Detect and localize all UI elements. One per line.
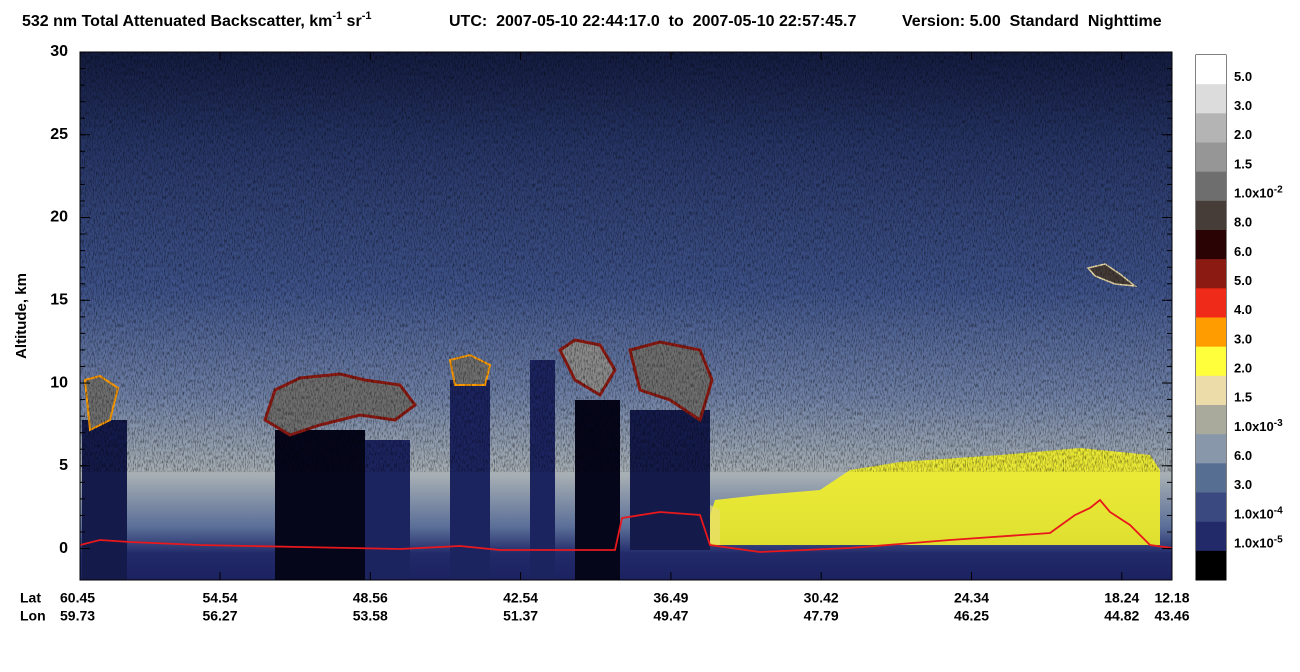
x-tick-label: 12.18 (1154, 590, 1189, 606)
colorbar-label: 1.5 (1234, 157, 1252, 172)
colorbar-mantissa: 8.0 (1234, 215, 1252, 230)
colorbar-swatch (1196, 230, 1226, 260)
colorbar-swatch (1196, 84, 1226, 114)
time-range: UTC: 2007-05-10 22:44:17.0 to 2007-05-10… (449, 13, 856, 30)
y-tick-label: 0 (59, 540, 68, 557)
x-tick-label: 43.46 (1154, 608, 1189, 624)
colorbar-label: 3.0 (1234, 332, 1252, 347)
x-row-name: Lat (20, 590, 41, 606)
colorbar-label: 1.5 (1234, 390, 1252, 405)
title-superscript: -1 (332, 10, 342, 22)
colorbar-mantissa: 2.0 (1234, 128, 1252, 143)
colorbar-exponent: -3 (1274, 417, 1283, 428)
colorbar-swatch (1196, 259, 1226, 289)
colorbar-swatch (1196, 375, 1226, 406)
speckle (80, 52, 1172, 472)
x-tick-label: 36.49 (653, 590, 688, 606)
title-text: 532 nm Total Attenuated Backscatter, km (22, 13, 332, 30)
x-tick-label: 47.79 (804, 608, 839, 624)
colorbar-swatch (1196, 142, 1226, 172)
y-tick-label: 20 (50, 209, 68, 226)
colorbar-label: 2.0 (1234, 128, 1252, 143)
colorbar-mantissa: 5.0 (1234, 69, 1252, 84)
colorbar-label: 1.0x10-4 (1234, 505, 1283, 522)
x-tick-label: 42.54 (503, 590, 538, 606)
colorbar-label: 6.0 (1234, 448, 1252, 463)
x-tick-label: 48.56 (353, 590, 388, 606)
colorbar-swatch (1196, 405, 1226, 435)
colorbar-mantissa: 1.5 (1234, 390, 1252, 405)
x-tick-label: 24.34 (954, 590, 989, 606)
y-tick-label: 25 (50, 126, 68, 143)
y-tick-label: 15 (50, 291, 68, 308)
colorbar-swatch (1196, 434, 1226, 464)
x-tick-label: 51.37 (503, 608, 538, 624)
colorbar-swatch (1196, 521, 1226, 552)
chart-title: 532 nm Total Attenuated Backscatter, km-… (22, 10, 371, 30)
colorbar-label: 3.0 (1234, 98, 1252, 113)
colorbar-mantissa: 1.0x10 (1234, 419, 1274, 434)
x-tick-label: 46.25 (954, 608, 989, 624)
colorbar-label: 1.0x10-2 (1234, 184, 1283, 201)
curtain (80, 52, 1172, 580)
x-tick-label: 53.58 (353, 608, 388, 624)
colorbar-mantissa: 3.0 (1234, 478, 1252, 493)
colorbar-mantissa: 6.0 (1234, 448, 1252, 463)
colorbar-label: 5.0 (1234, 273, 1252, 288)
colorbar-label: 1.0x10-5 (1234, 534, 1283, 551)
y-tick-label: 10 (50, 374, 68, 391)
surface-line (80, 498, 1172, 553)
colorbar-swatch (1196, 288, 1226, 318)
x-tick-label: 54.54 (202, 590, 237, 606)
colorbar-mantissa: 1.0x10 (1234, 186, 1274, 201)
x-tick-label: 56.27 (202, 608, 237, 624)
x-tick-label: 30.42 (804, 590, 839, 606)
x-tick-label: 60.45 (60, 590, 95, 606)
colorbar-swatch (1196, 346, 1226, 377)
version: Version: 5.00 Standard Nighttime (902, 13, 1162, 30)
x-tick-label: 59.73 (60, 608, 95, 624)
colorbar-mantissa: 3.0 (1234, 332, 1252, 347)
colorbar-mantissa: 1.0x10 (1234, 507, 1274, 522)
colorbar-swatch (1196, 171, 1226, 202)
colorbar-label: 5.0 (1234, 69, 1252, 84)
y-tick-label: 5 (59, 457, 68, 474)
colorbar-label: 4.0 (1234, 303, 1252, 318)
title-text: sr (342, 13, 362, 30)
title-superscript: -1 (362, 10, 372, 22)
x-tick-label: 18.24 (1104, 590, 1139, 606)
colorbar-mantissa: 5.0 (1234, 273, 1252, 288)
y-tick-label: 30 (50, 43, 68, 60)
colorbar-label: 3.0 (1234, 478, 1252, 493)
colorbar-swatch (1196, 113, 1226, 143)
colorbar-swatch (1196, 550, 1226, 581)
colorbar-mantissa: 3.0 (1234, 98, 1252, 113)
colorbar-swatch (1196, 463, 1226, 493)
x-tick-label: 49.47 (653, 608, 688, 624)
colorbar-mantissa: 6.0 (1234, 244, 1252, 259)
colorbar-label: 2.0 (1234, 361, 1252, 376)
x-tick-label: 44.82 (1104, 608, 1139, 624)
plot-frame (79, 51, 1173, 581)
aerosol-layer (700, 448, 1160, 545)
colorbar-swatch (1196, 317, 1226, 347)
colorbar-mantissa: 4.0 (1234, 303, 1252, 318)
colorbar-label: 8.0 (1234, 215, 1252, 230)
colorbar-exponent: -4 (1274, 505, 1283, 516)
x-row-name: Lon (20, 608, 46, 624)
colorbar-mantissa: 1.0x10 (1234, 536, 1274, 551)
colorbar-label: 1.0x10-3 (1234, 417, 1283, 434)
colorbar-mantissa: 1.5 (1234, 157, 1252, 172)
colorbar-exponent: -2 (1274, 184, 1283, 195)
colorbar-label: 6.0 (1234, 244, 1252, 259)
colorbar-swatch (1196, 492, 1226, 522)
colorbar-mantissa: 2.0 (1234, 361, 1252, 376)
colorbar-swatch (1196, 55, 1226, 85)
colorbar-exponent: -5 (1274, 534, 1283, 545)
colorbar-swatch (1196, 200, 1226, 231)
y-axis-label: Altitude, km (13, 273, 30, 359)
